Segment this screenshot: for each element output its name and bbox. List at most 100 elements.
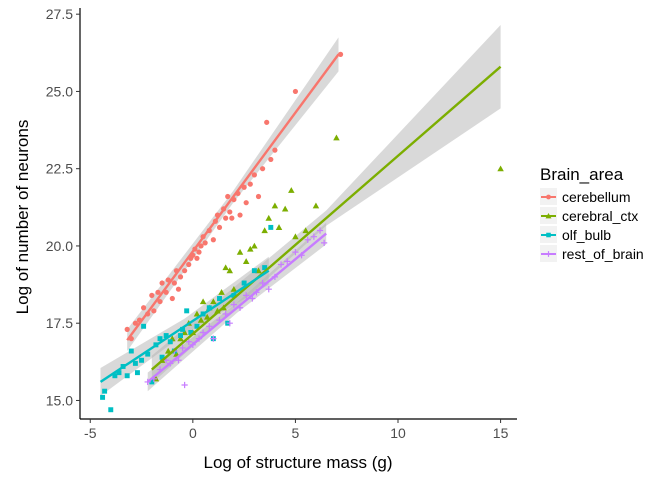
data-point-cerebral_ctx [203, 313, 211, 320]
y-tick-label: 22.5 [46, 161, 73, 177]
data-point-olf_bulb [178, 333, 184, 339]
data-point-olf_bulb [188, 330, 194, 335]
data-point-cerebellum [241, 184, 247, 190]
y-tick-label: 20.0 [46, 238, 73, 254]
data-point-rest_of_brain [185, 338, 192, 345]
data-point-cerebellum [159, 280, 165, 286]
data-point-rest_of_brain [230, 301, 237, 308]
legend-label: rest_of_brain [562, 246, 644, 262]
y-axis-title: Log of number of neurons [13, 120, 32, 315]
regression-line-olf_bulb [99, 269, 270, 383]
data-point-rest_of_brain [316, 227, 324, 234]
data-point-cerebellum [264, 119, 270, 125]
y-tick-label: 27.5 [46, 6, 73, 22]
data-point-olf_bulb [100, 394, 106, 400]
data-point-olf_bulb [206, 305, 212, 311]
data-point-cerebellum [292, 88, 299, 95]
data-point-cerebellum [177, 274, 184, 280]
data-point-cerebellum [223, 215, 229, 221]
data-point-rest_of_brain [175, 357, 182, 364]
data-point-cerebral_ctx [271, 202, 279, 209]
data-point-olf_bulb [134, 370, 140, 376]
data-point-olf_bulb [128, 348, 134, 354]
data-point-cerebral_ctx [177, 335, 184, 342]
data-point-cerebral_ctx [292, 233, 299, 240]
data-point-cerebellum [202, 240, 208, 246]
data-point-olf_bulb [163, 333, 169, 339]
data-point-cerebral_ctx [218, 289, 225, 295]
legend-key-symbol [546, 194, 551, 200]
data-point-olf_bulb [112, 373, 118, 379]
data-point-olf_bulb [217, 296, 222, 301]
data-point-cerebral_ctx [199, 298, 207, 305]
data-point-cerebellum [124, 326, 130, 332]
data-point-rest_of_brain [284, 258, 291, 265]
axes: -5 0 5 10 15 15.0 17.5 20.0 22.5 25.0 27.5 [46, 6, 517, 441]
data-point-cerebral_ctx [236, 248, 244, 255]
data-point-rest_of_brain [292, 249, 299, 256]
data-point-olf_bulb [159, 354, 165, 360]
data-point-cerebral_ctx [197, 316, 205, 323]
data-point-cerebellum [227, 209, 233, 215]
data-point-cerebral_ctx [242, 258, 250, 264]
legend-title: Brain_area [540, 165, 624, 184]
data-point-olf_bulb [241, 280, 247, 286]
data-point-rest_of_brain [277, 261, 285, 268]
x-tick-label: 10 [390, 425, 406, 441]
data-point-cerebellum [194, 255, 200, 261]
data-point-cerebellum [169, 295, 175, 302]
data-point-cerebellum [149, 292, 155, 298]
data-point-cerebellum [237, 212, 243, 218]
data-point-rest_of_brain [265, 286, 272, 293]
y-tick-label: 15.0 [46, 392, 73, 408]
data-point-cerebral_ctx [302, 227, 309, 234]
data-point-olf_bulb [194, 323, 200, 329]
data-point-cerebellum [171, 280, 177, 286]
data-point-olf_bulb [262, 265, 268, 271]
data-point-cerebral_ctx [193, 310, 201, 317]
data-point-olf_bulb [231, 292, 237, 298]
data-point-cerebellum [210, 237, 216, 243]
data-point-cerebellum [155, 289, 161, 295]
data-point-cerebral_ctx [247, 245, 254, 252]
legend-label: cerebellum [562, 189, 630, 205]
data-point-olf_bulb [116, 370, 122, 376]
data-point-cerebellum [251, 172, 257, 178]
data-point-olf_bulb [102, 388, 108, 394]
data-point-cerebellum [132, 320, 138, 326]
data-point-olf_bulb [141, 323, 147, 329]
x-tick-label: 5 [292, 425, 300, 441]
data-point-cerebellum [196, 249, 202, 255]
regression-line-cerebral_ctx [151, 65, 502, 371]
data-point-cerebellum [186, 261, 192, 268]
x-tick-label: -5 [84, 425, 97, 441]
data-point-olf_bulb [251, 268, 257, 274]
x-tick-label: 15 [493, 425, 509, 441]
data-point-cerebral_ctx [497, 165, 504, 172]
data-point-cerebral_ctx [181, 329, 188, 336]
regression-line-cerebellum [126, 53, 340, 341]
legend-key-symbol [545, 251, 552, 257]
legend-item-cerebral_ctx: cerebral_ctx [540, 207, 638, 224]
legend-key-symbol [545, 213, 552, 219]
data-point-cerebral_ctx [210, 298, 217, 305]
data-point-cerebral_ctx [222, 264, 229, 271]
data-point-olf_bulb [184, 308, 190, 314]
data-point-cerebral_ctx [255, 267, 262, 274]
data-point-olf_bulb [108, 407, 114, 413]
data-point-olf_bulb [167, 339, 173, 345]
data-point-cerebellum [243, 200, 249, 206]
data-point-olf_bulb [149, 379, 155, 385]
y-tick-label: 17.5 [46, 315, 73, 331]
legend-label: olf_bulb [562, 227, 611, 243]
data-point-cerebral_ctx [164, 347, 172, 354]
data-point-rest_of_brain [206, 323, 213, 330]
data-point-cerebral_ctx [312, 202, 320, 209]
data-point-rest_of_brain [304, 236, 311, 243]
data-point-cerebellum [198, 243, 204, 249]
regression-lines [99, 53, 502, 383]
data-point-cerebellum [182, 268, 188, 274]
data-point-cerebral_ctx [251, 242, 258, 249]
data-point-cerebellum [337, 51, 344, 57]
